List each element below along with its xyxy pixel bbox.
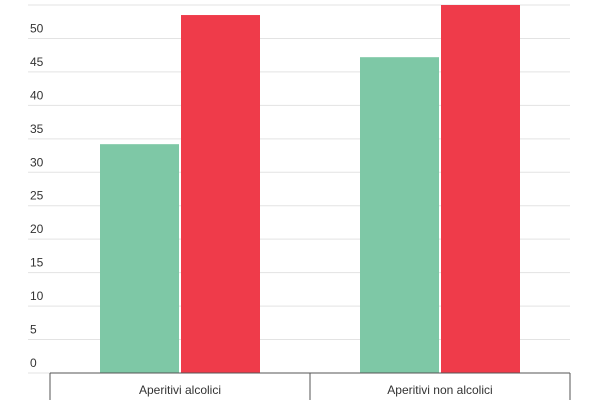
y-tick-label: 10 — [30, 289, 44, 303]
x-tick-label: Aperitivi non alcolici — [387, 383, 492, 397]
y-tick-label: 30 — [30, 155, 44, 169]
x-tick-label: Aperitivi alcolici — [139, 383, 221, 397]
y-tick-label: 50 — [30, 21, 44, 35]
y-tick-label: 45 — [30, 55, 44, 69]
y-tick-label: 40 — [30, 88, 44, 102]
bar — [441, 5, 520, 373]
bar — [181, 15, 260, 373]
y-tick-label: 0 — [30, 356, 37, 370]
y-tick-label: 55 — [30, 0, 44, 2]
y-tick-label: 35 — [30, 122, 44, 136]
bar — [100, 144, 179, 373]
y-tick-label: 5 — [30, 323, 37, 337]
bar — [360, 57, 439, 374]
y-tick-label: 15 — [30, 256, 44, 270]
y-tick-label: 25 — [30, 189, 44, 203]
y-tick-label: 20 — [30, 222, 44, 236]
